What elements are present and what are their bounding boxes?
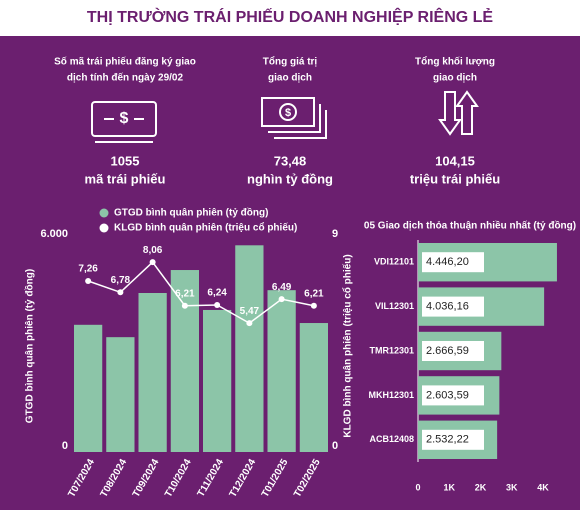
chart-title: 05 Giao dịch thỏa thuận nhiều nhất (tỷ đ… [364,220,576,232]
point [117,289,124,296]
line [87,261,315,325]
stat-value: 104,15 [435,153,475,168]
x-tick-label: 4K [537,482,549,492]
category-label: VDI12101 [374,257,414,267]
point [181,302,188,309]
value-label: 7,26 [78,264,98,275]
point [149,259,156,266]
bar [267,290,296,452]
value-label: 6,24 [207,288,227,299]
money-icon: $ [91,101,157,143]
bar [203,309,232,452]
point [278,296,285,303]
category-label: VIL12301 [375,301,414,311]
stat-value: 1055 [111,153,140,168]
header-band [0,0,580,36]
bar [106,337,135,452]
stat-unit: nghìn tỷ đồng [247,171,333,186]
y-axis-label: GTGD bình quân phiên (tỷ đồng) [24,269,36,423]
value-label: 8,06 [143,245,163,256]
value-label: 2.666,59 [426,345,469,357]
legend-marker [99,223,109,233]
stat-unit: mã trái phiếu [85,171,166,186]
value-label-box [422,385,484,406]
value-label-box [422,341,484,361]
point [85,277,92,284]
x-tick-label: 3K [506,482,518,492]
svg-text:$: $ [120,110,129,127]
y2-tick-label: 9 [332,228,338,240]
cash-stack-icon: $ [261,97,327,139]
y2-tick-label: 0 [332,440,338,452]
value-label: 5,47 [240,306,260,317]
value-label: 6,21 [175,288,195,299]
legend-label: KLGD bình quân phiên (triệu cổ phiếu) [114,222,297,234]
value-label: 2.603,59 [426,389,469,401]
category-label: TMR12301 [369,345,414,355]
x-tick-label: 0 [415,482,420,492]
stat-label: Tổng giá trị [263,56,318,68]
legend-label: GTGD bình quân phiên (tỷ đồng) [114,207,268,219]
y-tick-label: 0 [62,440,68,452]
legend-marker [99,208,109,218]
value-label: 4.446,20 [426,256,469,268]
bar [138,293,167,452]
x-tick-label: 2K [475,482,487,492]
value-label: 6,78 [111,275,131,286]
value-label-box [422,252,484,273]
point [214,302,221,309]
value-label: 6,49 [272,282,292,293]
svg-text:$: $ [285,107,291,119]
stat-unit: triệu trái phiếu [410,171,500,186]
value-label-box [422,429,484,450]
bar [235,245,264,452]
transfer-arrows-icon [438,90,479,136]
bar [170,270,199,452]
stat-value: 73,48 [274,153,307,168]
value-label: 4.036,16 [426,301,469,313]
x-tick-label: 1K [443,482,455,492]
stat-label: dịch tính đến ngày 29/02 [67,72,184,84]
point [310,302,317,309]
point [246,320,253,327]
value-label: 6,21 [304,288,324,299]
title: THỊ TRƯỜNG TRÁI PHIẾU DOANH NGHIỆP RIÊNG… [87,7,494,26]
stat-label: Tổng khối lượng [415,56,495,68]
category-label: MKH12301 [368,390,414,400]
y2-axis-label: KLGD bình quân phiên (triệu cổ phiếu) [342,254,354,437]
value-label: 2.532,22 [426,434,469,446]
category-label: ACB12408 [369,434,414,444]
bar [299,323,328,452]
stat-label: Số mã trái phiếu đăng ký giao [54,56,196,68]
y-tick-label: 6.000 [40,228,68,240]
stat-label: giao dịch [268,73,312,84]
bar [74,324,103,452]
value-label-box [422,296,484,317]
stat-label: giao dịch [433,73,477,84]
